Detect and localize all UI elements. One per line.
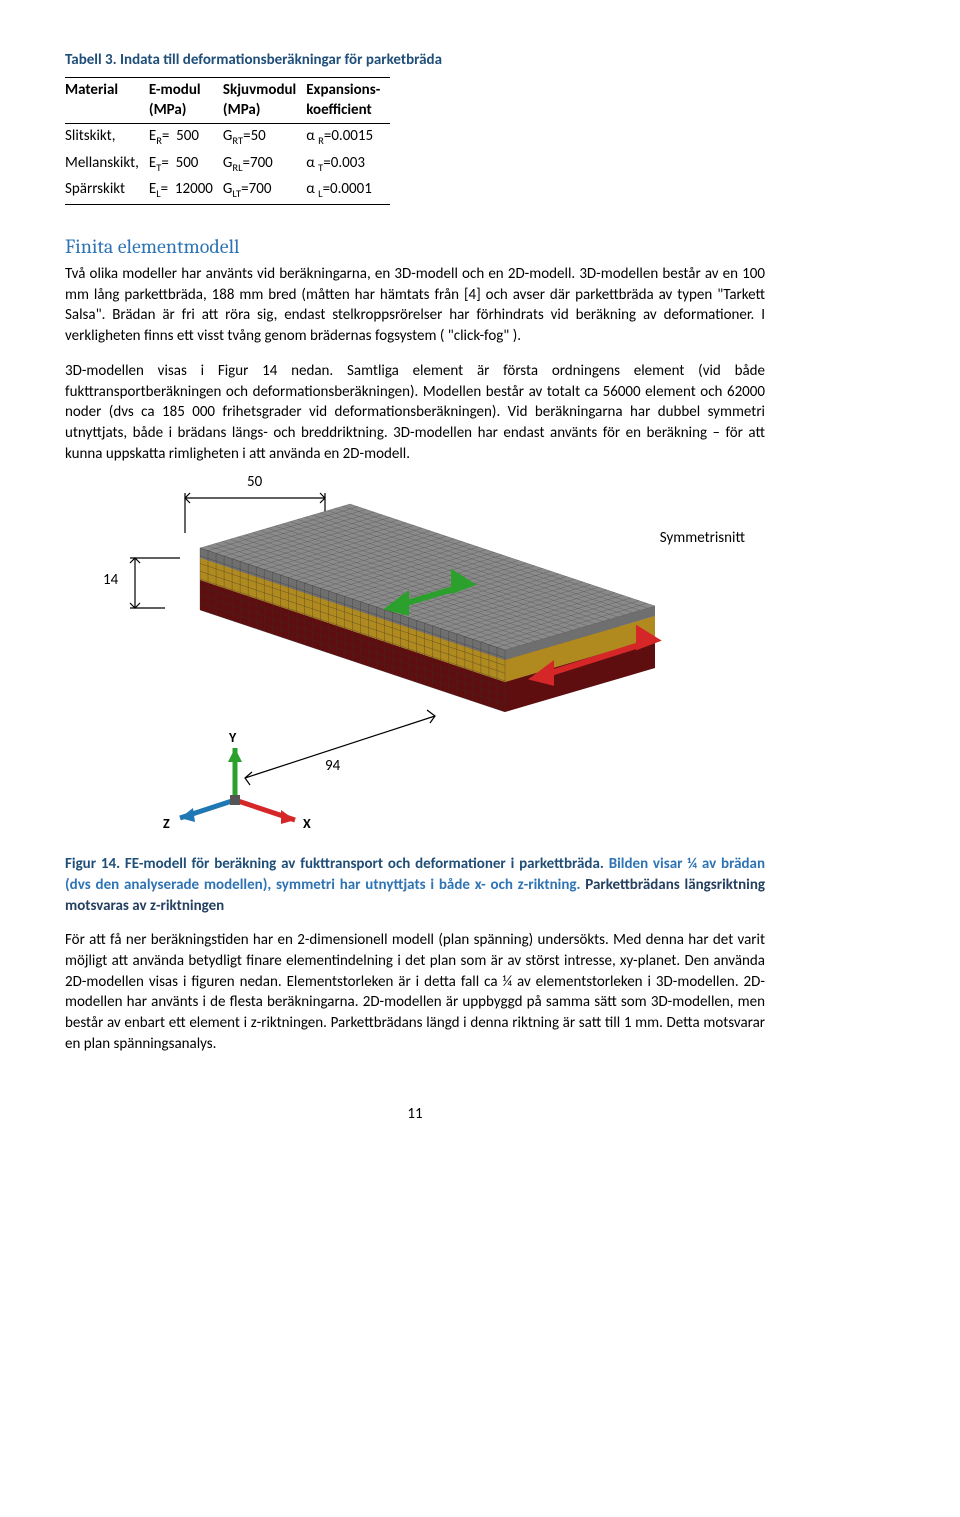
symmetry-label: Symmetrisnitt: [660, 528, 745, 549]
fe-model-figure: X Y Z 50 14 94 Symmetrisnitt: [65, 478, 765, 848]
table-caption: Tabell 3. Indata till deformationsberäkn…: [65, 50, 765, 71]
table-row: Slitskikt,ER= 500GRT=50α R=0.0015: [65, 124, 390, 151]
table-row: Mellanskikt,ET= 500GRL=700α T=0.003: [65, 151, 390, 177]
col-material: Material: [65, 77, 149, 123]
section-heading: Finita elementmodell: [65, 233, 765, 261]
dim-14: 14: [103, 570, 118, 591]
figure-caption: Figur 14. FE-modell för beräkning av fuk…: [65, 854, 765, 916]
dim-94: 94: [325, 756, 340, 777]
table-row: SpärrskiktEL= 12000GLT=700α L=0.0001: [65, 177, 390, 204]
paragraph-2: 3D-modellen visas i Figur 14 nedan. Samt…: [65, 361, 765, 464]
paragraph-3: För att få ner beräkningstiden har en 2-…: [65, 930, 765, 1054]
fig-caption-lead: Figur 14. FE-modell för beräkning av fuk…: [65, 855, 609, 873]
axis-z-label: Z: [163, 815, 170, 832]
dim-50: 50: [247, 472, 262, 493]
page-number: 11: [65, 1104, 765, 1125]
paragraph-1: Två olika modeller har använts vid beräk…: [65, 264, 765, 347]
col-skjuvmodul: Skjuvmodul(MPa): [223, 77, 306, 123]
col-emodul: E-modul(MPa): [149, 77, 223, 123]
input-data-table: Material E-modul(MPa) Skjuvmodul(MPa) Ex…: [65, 77, 390, 205]
axis-y-label: Y: [228, 729, 237, 746]
col-expansion: Expansions-koefficient: [306, 77, 390, 123]
axis-x-label: X: [303, 815, 311, 832]
